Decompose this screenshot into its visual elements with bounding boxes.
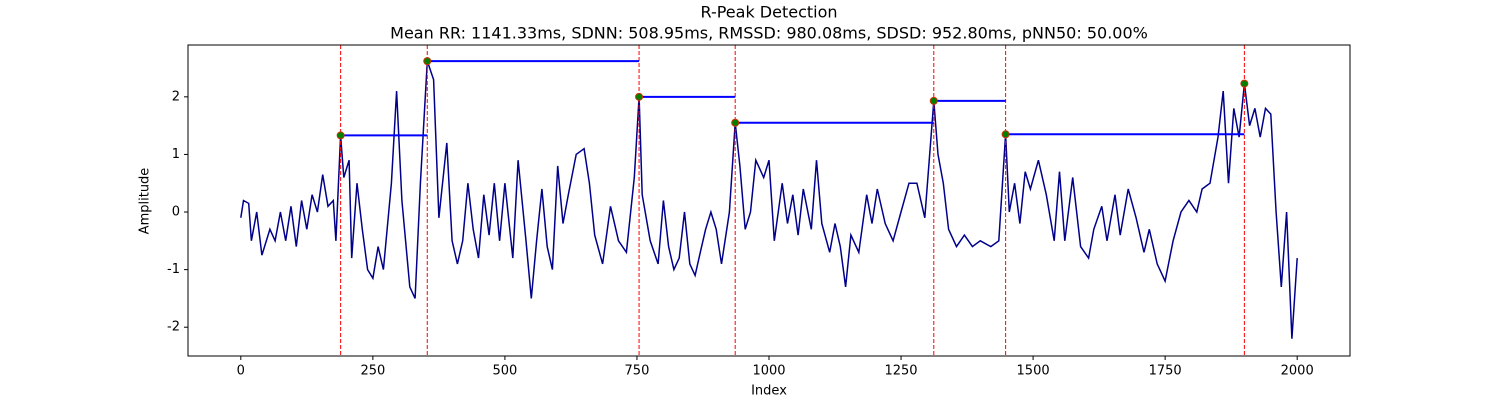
chart-subtitle: Mean RR: 1141.33ms, SDNN: 508.95ms, RMSS…: [390, 24, 1148, 43]
x-tick-label: 1250: [884, 364, 917, 379]
peak-marker: [1001, 130, 1010, 139]
y-tick-label: 1: [172, 147, 180, 162]
x-tick-label: 0: [237, 364, 245, 379]
x-tick-label: 1750: [1149, 364, 1182, 379]
peak-marker: [635, 92, 644, 101]
x-tick-label: 1500: [1017, 364, 1050, 379]
x-tick-label: 250: [360, 364, 385, 379]
x-tick-label: 1000: [752, 364, 785, 379]
x-tick-label: 2000: [1281, 364, 1314, 379]
x-tick-label: 750: [625, 364, 650, 379]
y-axis-label: Amplitude: [138, 168, 153, 235]
chart-title: R-Peak Detection: [700, 3, 837, 22]
y-tick-label: 2: [172, 89, 180, 104]
peak-marker: [423, 57, 432, 66]
y-tick-label: 0: [172, 205, 180, 220]
peak-marker: [731, 118, 740, 127]
y-tick-label: -2: [167, 320, 180, 335]
plot-frame: [187, 44, 1351, 357]
peak-marker: [336, 131, 345, 140]
x-axis-label: Index: [751, 384, 787, 399]
x-tick-label: 500: [492, 364, 517, 379]
signal-line: [240, 60, 1298, 339]
peak-marker: [929, 96, 938, 105]
peak-marker: [1240, 79, 1249, 88]
y-tick-label: -1: [167, 262, 180, 277]
